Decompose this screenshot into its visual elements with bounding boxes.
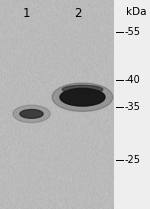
Ellipse shape — [20, 110, 43, 118]
Text: kDa: kDa — [126, 7, 147, 17]
Ellipse shape — [13, 105, 50, 123]
Text: -35: -35 — [124, 102, 140, 112]
Ellipse shape — [52, 83, 113, 111]
Text: -40: -40 — [124, 75, 140, 85]
Text: -25: -25 — [124, 155, 141, 165]
Ellipse shape — [60, 88, 105, 106]
Text: 2: 2 — [74, 7, 82, 20]
Ellipse shape — [62, 85, 103, 94]
Text: 1: 1 — [22, 7, 30, 20]
Text: -55: -55 — [124, 27, 141, 37]
